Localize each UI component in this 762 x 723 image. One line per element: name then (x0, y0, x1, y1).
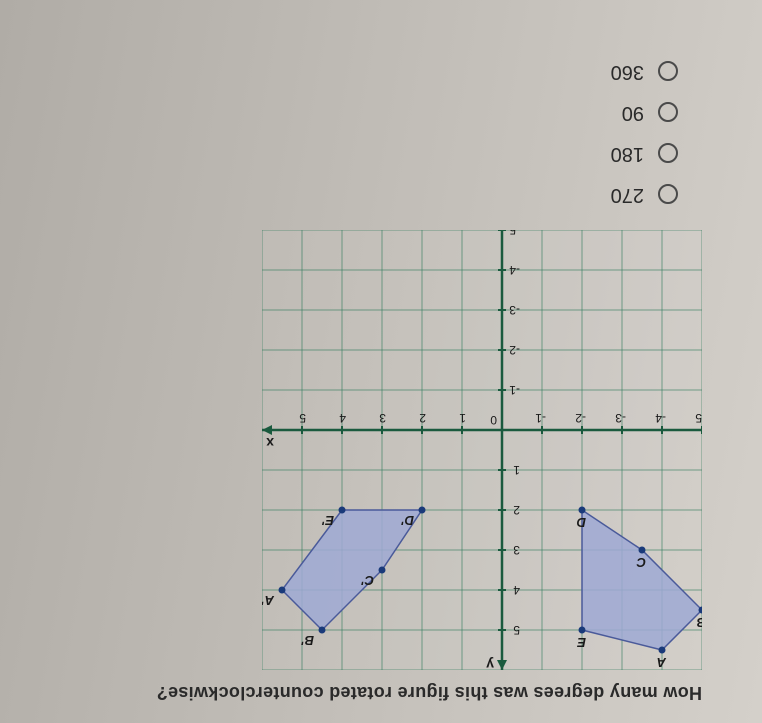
svg-text:B': B' (301, 633, 314, 648)
radio-icon (658, 103, 678, 123)
radio-icon (658, 62, 678, 82)
radio-icon (658, 185, 678, 205)
svg-text:D': D' (401, 513, 414, 528)
svg-text:1: 1 (459, 411, 466, 425)
svg-text:-1: -1 (535, 411, 546, 425)
svg-text:C': C' (361, 573, 374, 588)
option-label: 360 (611, 60, 644, 83)
svg-text:-4: -4 (655, 411, 666, 425)
svg-text:4: 4 (513, 583, 520, 597)
svg-text:B: B (697, 615, 702, 630)
svg-text:4: 4 (339, 411, 346, 425)
question-text: How many degrees was this figure rotated… (60, 682, 702, 703)
svg-text:-5: -5 (509, 230, 520, 237)
coordinate-graph: y x -5 -4 -3 -2 -1 0 1 2 3 4 5 -5 -4 -3 -2 -1 1 2 3 4 5 A B C D E A'… (262, 230, 702, 670)
svg-text:-3: -3 (615, 411, 626, 425)
answer-options: 270 180 90 360 (60, 60, 678, 206)
svg-text:5: 5 (299, 411, 306, 425)
svg-text:-1: -1 (509, 383, 520, 397)
svg-text:5: 5 (513, 623, 520, 637)
option-180[interactable]: 180 (60, 142, 678, 165)
svg-text:D: D (576, 515, 586, 530)
svg-text:0: 0 (490, 413, 497, 427)
svg-text:C: C (636, 555, 646, 570)
svg-text:x: x (266, 435, 274, 451)
svg-text:E: E (577, 635, 586, 650)
svg-text:y: y (486, 657, 494, 670)
svg-text:-2: -2 (575, 411, 586, 425)
svg-text:-3: -3 (509, 303, 520, 317)
svg-text:E': E' (321, 513, 334, 528)
svg-text:3: 3 (379, 411, 386, 425)
svg-text:-4: -4 (509, 263, 520, 277)
option-90[interactable]: 90 (60, 101, 678, 124)
svg-text:-2: -2 (509, 343, 520, 357)
radio-icon (658, 144, 678, 164)
svg-text:2: 2 (513, 503, 520, 517)
option-label: 270 (611, 183, 644, 206)
svg-text:-5: -5 (695, 411, 702, 425)
option-360[interactable]: 360 (60, 60, 678, 83)
svg-text:3: 3 (513, 543, 520, 557)
option-label: 180 (611, 142, 644, 165)
svg-text:A: A (657, 655, 667, 670)
svg-text:2: 2 (419, 411, 426, 425)
option-label: 90 (622, 101, 644, 124)
svg-text:1: 1 (513, 463, 520, 477)
option-270[interactable]: 270 (60, 183, 678, 206)
svg-text:A': A' (262, 593, 275, 608)
